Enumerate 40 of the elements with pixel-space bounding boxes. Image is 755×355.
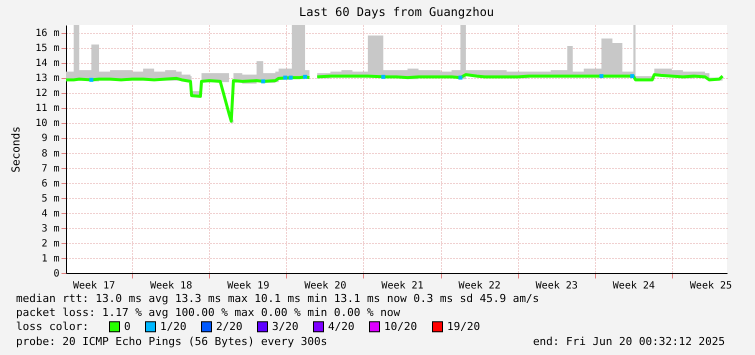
y-tick-label: 1 m <box>41 253 60 264</box>
y-tick-label: 11 m <box>35 103 60 114</box>
legend-title: loss color: <box>16 320 89 333</box>
chart-title: Last 60 Days from Guangzhou <box>298 5 494 19</box>
legend-label: 4/20 <box>328 320 354 333</box>
y-tick-label: 12 m <box>35 88 60 100</box>
x-tick-label: Week 19 <box>227 280 270 292</box>
y-tick-label: 3 m <box>41 223 60 234</box>
x-tick-label: Week 20 <box>304 280 346 292</box>
x-tick-label: Week 23 <box>536 280 578 292</box>
legend-label: 10/20 <box>384 320 418 333</box>
y-tick-label: 0 <box>53 268 60 280</box>
legend-label: 3/20 <box>272 320 298 333</box>
y-tick-label: 14 m <box>35 58 60 70</box>
y-tick-label: 15 m <box>35 43 60 54</box>
text: packet loss: 1.17 % avg 100.00 % max 0.00 % min 0.00 % now <box>16 306 400 319</box>
y-tick-label: 13 m <box>35 73 60 84</box>
y-tick-label: 8 m <box>41 148 60 160</box>
text: probe: 20 ICMP Echo Pings (56 Bytes) every 300s <box>16 335 328 348</box>
x-tick-label: Week 25 <box>690 280 732 292</box>
y-tick-label: 2 m <box>41 238 60 250</box>
y-tick-label: 4 m <box>41 208 60 220</box>
y-tick-label: 16 m <box>35 28 60 40</box>
legend-label: 0 <box>124 320 131 333</box>
x-tick-label: Week 24 <box>612 280 655 292</box>
y-tick-label: 7 m <box>41 163 60 174</box>
legend-label: 1/20 <box>160 320 186 333</box>
legend-label: 2/20 <box>216 320 242 333</box>
y-tick-label: 10 m <box>35 118 60 130</box>
x-tick-label: Week 21 <box>381 280 424 292</box>
y-tick-label: 6 m <box>41 178 60 190</box>
y-axis-title: Seconds <box>9 126 22 173</box>
text: median rtt: 13.0 ms avg 13.3 ms max 10.1 ms min 13.1 ms now 0.3 ms sd 45.9 am/s <box>16 292 540 305</box>
text: end: Fri Jun 20 00:32:12 2025 <box>532 335 725 348</box>
y-tick-label: 9 m <box>41 133 60 144</box>
x-tick-label: Week 22 <box>458 280 501 292</box>
x-tick-label: Week 18 <box>150 280 192 292</box>
x-tick-label: Week 17 <box>72 280 116 292</box>
legend-label: 19/20 <box>447 320 480 333</box>
y-tick-label: 5 m <box>41 193 60 204</box>
